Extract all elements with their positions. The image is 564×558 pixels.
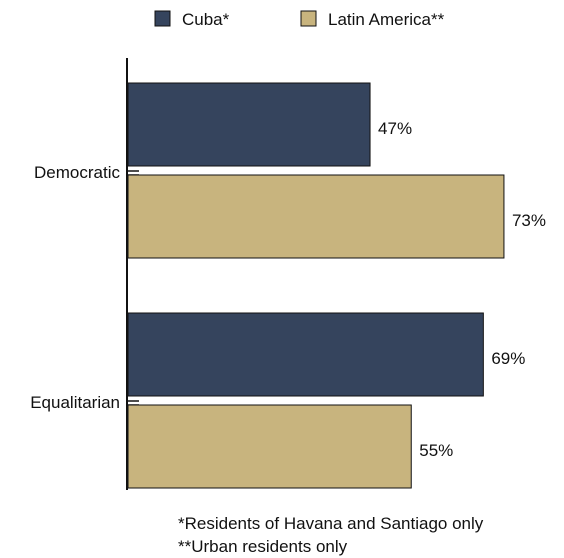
notes: *Residents of Havana and Santiago only *… [178, 514, 484, 556]
legend-swatch-latin-america [300, 10, 317, 27]
bar-labels-layer: 47% 73% 69% 55% [378, 119, 546, 460]
bar-democratic-latin-america [127, 174, 505, 259]
note-urban-residents: **Urban residents only [178, 537, 348, 556]
note-residents-havana-santiago: *Residents of Havana and Santiago only [178, 514, 484, 533]
plot-area: Democratic Equalitarian [30, 58, 139, 490]
legend-label-cuba: Cuba* [182, 10, 230, 29]
bar-equalitarian-latin-america [127, 404, 412, 489]
legend-label-latin-america: Latin America** [328, 10, 445, 29]
legend-swatch-cuba [154, 10, 171, 27]
category-label-equalitarian: Equalitarian [30, 393, 120, 412]
data-label-equalitarian-latin-america: 55% [419, 441, 453, 460]
data-label-democratic-latin-america: 73% [512, 211, 546, 230]
bar-democratic-cuba [127, 82, 371, 167]
legend: Cuba* Latin America** [154, 10, 445, 29]
category-label-democratic: Democratic [34, 163, 120, 182]
bars-layer [127, 82, 505, 489]
data-label-equalitarian-cuba: 69% [491, 349, 525, 368]
data-label-democratic-cuba: 47% [378, 119, 412, 138]
bar-equalitarian-cuba [127, 312, 484, 397]
